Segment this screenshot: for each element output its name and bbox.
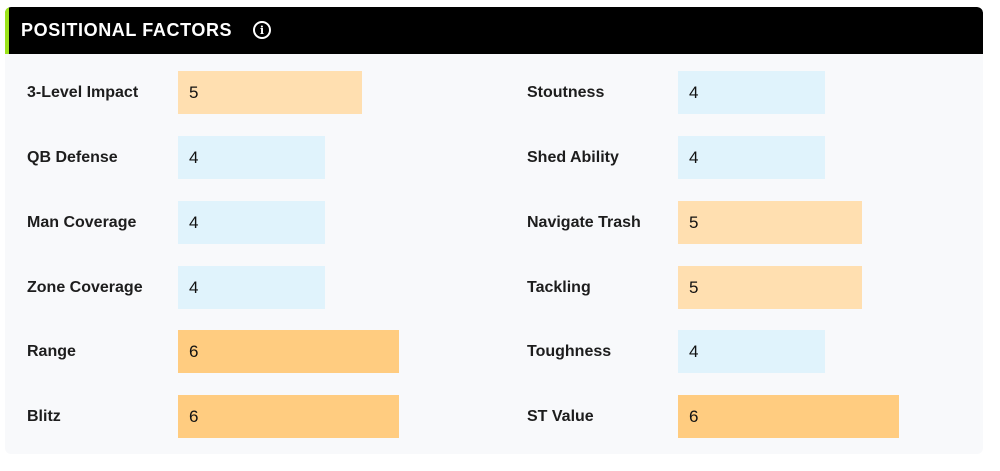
factor-score-bar: 4 [678, 330, 825, 373]
factor-label: Blitz [27, 407, 61, 425]
header-accent-stripe [5, 7, 9, 54]
factor-row: Toughness 4 [527, 330, 907, 373]
factor-label: 3-Level Impact [27, 83, 139, 101]
factor-label: Man Coverage [27, 213, 137, 231]
factor-label: Toughness [527, 342, 612, 360]
factor-row: Zone Coverage 4 [27, 266, 387, 309]
factor-score-bar: 6 [178, 395, 399, 438]
factor-row: Stoutness 4 [527, 71, 907, 114]
factor-row: Tackling 5 [527, 266, 907, 309]
factor-label: QB Defense [27, 148, 118, 166]
factor-score-bar: 5 [678, 266, 862, 309]
factor-label: Range [27, 342, 76, 360]
factor-label: Tackling [527, 278, 591, 296]
factor-row: Shed Ability 4 [527, 136, 907, 179]
factor-score-bar: 4 [178, 266, 325, 309]
factor-score-bar: 4 [178, 201, 325, 244]
factor-row: Blitz 6 [27, 395, 399, 438]
info-icon[interactable]: i [253, 21, 271, 39]
factor-score-bar: 6 [178, 330, 399, 373]
factor-score-bar: 4 [678, 71, 825, 114]
factor-score-bar: 5 [678, 201, 862, 244]
factor-row: Man Coverage 4 [27, 201, 387, 244]
positional-factors-card: POSITIONAL FACTORS i 3-Level Impact 5 QB… [5, 7, 983, 454]
card-header: POSITIONAL FACTORS i [5, 7, 983, 54]
factor-label: ST Value [527, 407, 594, 425]
factor-row: Range 6 [27, 330, 399, 373]
factor-row: Navigate Trash 5 [527, 201, 907, 244]
factor-label: Shed Ability [527, 148, 619, 166]
factor-score-bar: 4 [178, 136, 325, 179]
factor-label: Navigate Trash [527, 213, 641, 231]
factor-score-bar: 5 [178, 71, 362, 114]
factor-label: Zone Coverage [27, 278, 143, 296]
factor-row: 3-Level Impact 5 [27, 71, 387, 114]
factor-label: Stoutness [527, 83, 605, 101]
factor-score-bar: 6 [678, 395, 899, 438]
card-title: POSITIONAL FACTORS [21, 20, 233, 40]
factor-row: ST Value 6 [527, 395, 907, 438]
factor-row: QB Defense 4 [27, 136, 387, 179]
factor-score-bar: 4 [678, 136, 825, 179]
